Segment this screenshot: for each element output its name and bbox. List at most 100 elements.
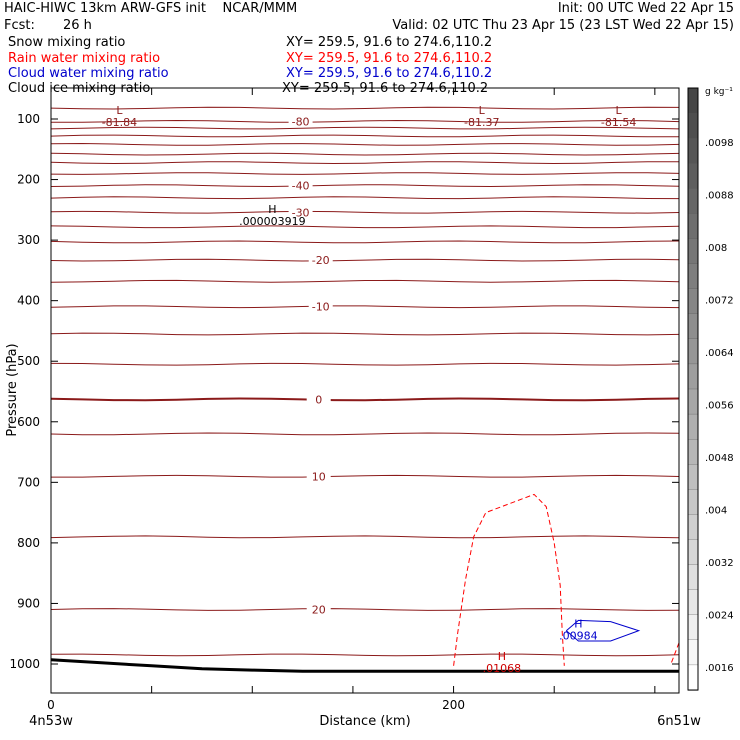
colorbar: g kg⁻¹ .0098 .0088 .008 .0072 .0064 .0056 .0048… bbox=[687, 87, 734, 691]
colorbar-cell bbox=[687, 213, 699, 240]
extremum-value: .01068 bbox=[483, 662, 522, 675]
field-xy-cloud-water: XY= 259.5, 91.6 to 274.6,110.2 bbox=[286, 66, 493, 81]
y-tick-label: 800 bbox=[17, 536, 40, 550]
valid-time: Valid: 02 UTC Thu 23 Apr 15 (23 LST Wed … bbox=[392, 18, 734, 33]
colorbar-cell bbox=[687, 263, 699, 290]
y-tick-label: 100 bbox=[17, 112, 40, 126]
colorbar-cell bbox=[687, 664, 699, 691]
field-label-cloud-water: Cloud water mixing ratio bbox=[8, 66, 169, 81]
y-tick-label: 600 bbox=[17, 415, 40, 429]
extremum-value: .00984 bbox=[559, 630, 598, 643]
isotherm-label-bg bbox=[306, 393, 331, 406]
isotherm-line bbox=[50, 126, 680, 130]
colorbar-cell bbox=[687, 614, 699, 641]
extremum-value: .000003919 bbox=[239, 215, 305, 228]
isotherm-line bbox=[50, 305, 680, 309]
cloud-water-contour bbox=[565, 619, 641, 642]
y-tick-label: 500 bbox=[17, 354, 40, 368]
colorbar-cell bbox=[687, 464, 699, 490]
isotherm-line bbox=[50, 240, 680, 244]
isotherm-label-bg bbox=[288, 115, 313, 128]
colorbar-cell bbox=[687, 138, 699, 164]
colorbar-label: .0032 bbox=[705, 558, 734, 569]
colorbar-cell bbox=[687, 87, 699, 114]
isotherm-label: -80 bbox=[292, 115, 310, 128]
extremum-marker: H bbox=[574, 618, 582, 631]
x-tick-label: 200 bbox=[442, 698, 465, 712]
colorbar-cell bbox=[687, 112, 699, 139]
colorbar-cell bbox=[687, 313, 699, 340]
rain-water-contours bbox=[453, 493, 680, 666]
isotherm-line bbox=[50, 134, 680, 138]
colorbar-cell bbox=[687, 238, 699, 265]
y-tick-label: 900 bbox=[17, 596, 40, 610]
colorbar-cell bbox=[687, 564, 699, 591]
field-label-snow: Snow mixing ratio bbox=[8, 35, 126, 50]
colorbar-cell bbox=[687, 188, 699, 215]
colorbar-frame bbox=[687, 87, 699, 691]
colorbar-label: .0098 bbox=[705, 138, 734, 149]
isotherm-line bbox=[50, 196, 680, 200]
colorbar-cell bbox=[687, 338, 699, 365]
init-time: Init: 00 UTC Wed 22 Apr 15 bbox=[557, 1, 734, 16]
colorbar-label: .0024 bbox=[705, 611, 734, 622]
isotherm-label-bg bbox=[288, 206, 313, 219]
colorbar-label: .0088 bbox=[705, 191, 734, 202]
extremum-value: -81.37 bbox=[464, 116, 499, 129]
colorbar-unit: g kg⁻¹ bbox=[705, 87, 733, 97]
isotherm-line bbox=[50, 225, 680, 229]
extremum-marker: L bbox=[116, 104, 123, 117]
colorbar-cell bbox=[687, 363, 699, 390]
isotherm-line bbox=[50, 608, 680, 611]
colorbar-cell bbox=[687, 489, 699, 516]
isotherm-line bbox=[50, 279, 680, 283]
colorbar-cell bbox=[687, 163, 699, 189]
isotherm-line bbox=[50, 184, 680, 188]
isotherm-label-bg bbox=[308, 254, 333, 267]
isotherm-label: 20 bbox=[312, 604, 326, 617]
isotherm-label-bg bbox=[308, 300, 333, 313]
forecast-label: Fcst: bbox=[4, 18, 35, 33]
cloud-water-contours bbox=[565, 619, 641, 642]
plot-frame bbox=[50, 87, 680, 694]
colorbar-cell bbox=[687, 439, 699, 465]
extremum-marker: L bbox=[616, 104, 623, 117]
y-tick-label: 1000 bbox=[9, 657, 40, 671]
extremum-marker: L bbox=[479, 104, 486, 117]
isotherm-label: -30 bbox=[292, 206, 310, 219]
isotherm-label-bg bbox=[306, 603, 331, 616]
isotherm-label-bg bbox=[306, 470, 331, 483]
y-tick-label: 700 bbox=[17, 475, 40, 489]
extremum-value: -81.84 bbox=[102, 116, 137, 129]
colorbar-label: .004 bbox=[705, 506, 727, 517]
rain-contour-edge bbox=[670, 642, 680, 665]
isotherm-label-bg bbox=[288, 179, 313, 192]
isotherm-line bbox=[51, 474, 680, 478]
y-tick-label: 400 bbox=[17, 294, 40, 308]
isotherm-line bbox=[50, 397, 680, 402]
right-endpoint-label: 6n51w bbox=[657, 714, 701, 729]
isotherm-line bbox=[50, 535, 680, 539]
isotherm-label: 10 bbox=[312, 470, 326, 483]
colorbar-label: .0016 bbox=[705, 663, 734, 674]
extremum-value: -81.54 bbox=[601, 116, 636, 129]
x-axis-title: Distance (km) bbox=[319, 714, 410, 729]
y-tick-label: 200 bbox=[17, 173, 40, 187]
colorbar-cell bbox=[687, 514, 699, 541]
field-xy-snow: XY= 259.5, 91.6 to 274.6,110.2 bbox=[286, 35, 493, 50]
x-tick-label: 0 bbox=[47, 698, 55, 712]
colorbar-label: .0048 bbox=[705, 453, 734, 464]
isotherm-label: -20 bbox=[312, 254, 330, 267]
isotherm-line bbox=[50, 258, 680, 262]
terrain-line bbox=[50, 658, 679, 673]
terrain-profile bbox=[50, 658, 679, 673]
isotherm-label: -10 bbox=[312, 301, 330, 314]
isotherm-line bbox=[50, 332, 680, 336]
isotherm-label: -40 bbox=[292, 180, 310, 193]
left-endpoint-label: 4n53w bbox=[29, 714, 73, 729]
contour-labels: -80 -40 -30 -20 -10 0 10 20 bbox=[288, 115, 333, 617]
isotherm-line bbox=[50, 210, 680, 214]
forecast-hour: 26 h bbox=[63, 18, 92, 33]
